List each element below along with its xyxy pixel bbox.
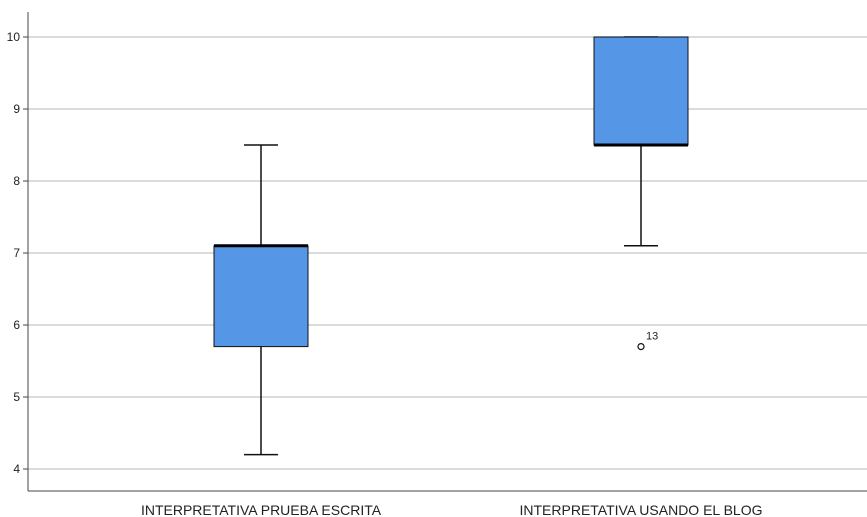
box — [213, 245, 309, 348]
y-tick-label: 4 — [13, 462, 20, 476]
y-tick-label: 5 — [13, 390, 20, 404]
box-group: 13 — [593, 36, 689, 351]
x-category-label: INTERPRETATIVA USANDO EL BLOG — [520, 502, 763, 517]
x-axis-labels: INTERPRETATIVA PRUEBA ESCRITA INTERPRETAT… — [141, 502, 763, 517]
y-tick-label: 9 — [13, 102, 20, 116]
y-tick-label: 6 — [13, 318, 20, 332]
box — [593, 36, 689, 146]
y-tick-label: 7 — [13, 246, 20, 260]
outlier-point — [637, 343, 645, 351]
y-tick-label: 10 — [7, 30, 21, 44]
y-tick-label: 8 — [13, 174, 20, 188]
y-axis-ticks: 4 5 6 7 8 9 10 — [7, 30, 28, 476]
boxes: 13 — [213, 36, 689, 456]
outlier-label: 13 — [646, 331, 658, 343]
box-group — [213, 144, 309, 456]
x-category-label: INTERPRETATIVA PRUEBA ESCRITA — [141, 502, 382, 517]
axes — [27, 12, 867, 492]
gridlines — [28, 36, 867, 470]
